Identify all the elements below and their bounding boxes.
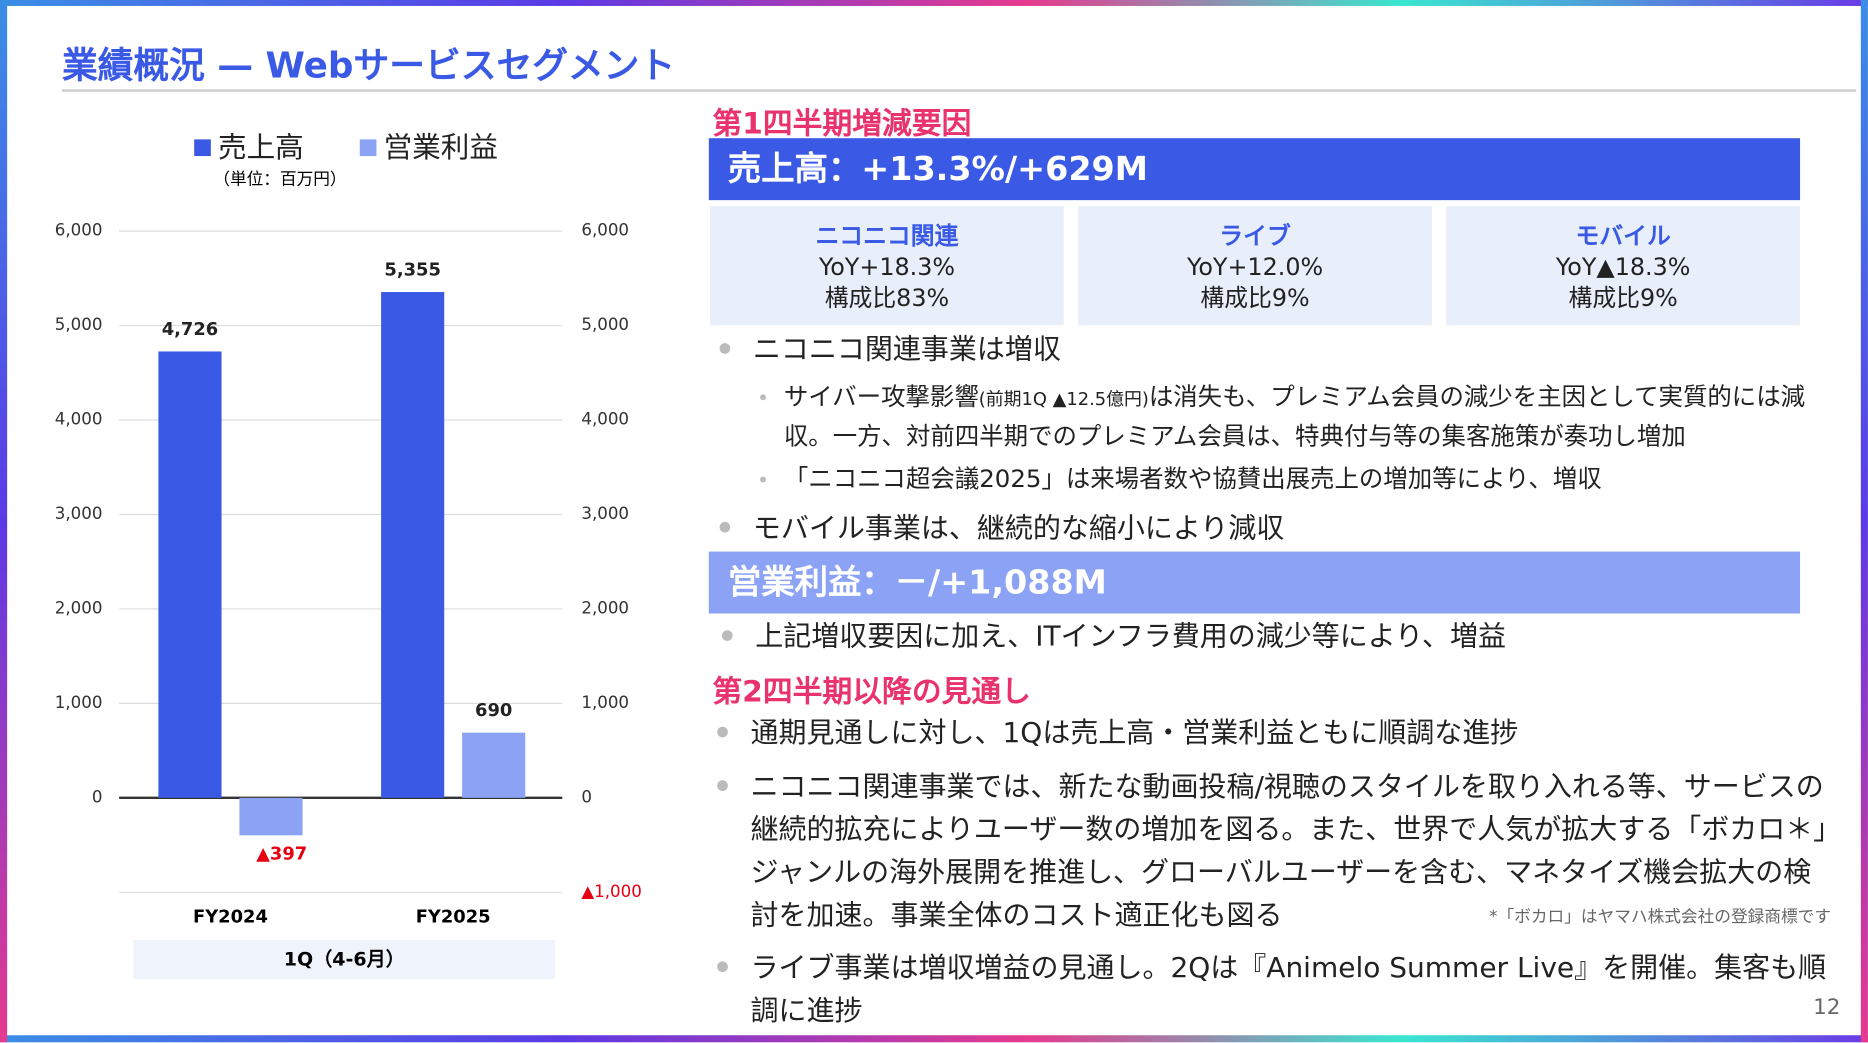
- value-label: 690: [475, 700, 512, 721]
- y2-tick-label: 2,000: [581, 598, 629, 617]
- group-label-box: [133, 939, 556, 980]
- segment-box: ニコニコ関連 YoY+18.3% 構成比83%: [710, 206, 1064, 326]
- bar: [381, 292, 445, 798]
- bullet: ニコニコ関連事業では、新たな動画投稿/視聴のスタイルを取り入れる等、サービスの継…: [717, 765, 1835, 937]
- x-tick-label: FY2025: [416, 906, 491, 927]
- text: (前期1Q ▲12.5億円): [978, 388, 1149, 410]
- segment-name: ニコニコ関連: [815, 221, 959, 251]
- bar: [239, 797, 303, 836]
- sub-bullet: サイバー攻撃影響(前期1Q ▲12.5億円)は消失も、プレミアム会員の減少を主因…: [760, 379, 1820, 455]
- frame-bottom: [0, 1035, 1868, 1043]
- frame-left: [0, 0, 8, 1043]
- section-heading: 第2四半期以降の見通し: [712, 674, 1031, 709]
- segment-yoy: YoY+18.3%: [818, 252, 956, 282]
- segment-box: モバイル YoY▲18.3% 構成比9%: [1446, 206, 1801, 326]
- slide-title: 業績概況 — Webサービスセグメント: [61, 45, 676, 87]
- segment-yoy: YoY+12.0%: [1186, 252, 1324, 282]
- sub-bullet: 「ニコニコ超会議2025」は来場者数や協賛出展売上の増加等により、増収: [760, 461, 1602, 498]
- y-tick-label: 3,000: [55, 504, 103, 523]
- text: サイバー攻撃影響: [783, 382, 979, 411]
- value-label: ▲397: [256, 843, 307, 864]
- section-heading: 第1四半期増減要因: [712, 106, 972, 141]
- bullet: モバイル事業は、継続的な縮小により減収: [719, 506, 1284, 549]
- segment-name: ライブ: [1219, 221, 1291, 251]
- y2-tick-label: 3,000: [581, 504, 629, 523]
- y-tick-label: 5,000: [55, 315, 103, 334]
- y2-tick-label: 5,000: [581, 315, 629, 334]
- y2-tick-label: 0: [581, 787, 592, 806]
- legend-label: 売上高: [218, 130, 304, 164]
- x-tick-label: FY2024: [193, 906, 268, 927]
- bullet: ニコニコ関連事業は増収: [719, 328, 1061, 371]
- segment-box: ライブ YoY+12.0% 構成比9%: [1078, 206, 1432, 326]
- sales-banner: 売上高：+13.3%/+629M: [708, 138, 1801, 201]
- y-tick-label: 2,000: [55, 598, 103, 617]
- legend-swatch: [359, 139, 377, 157]
- segment-share: 構成比83%: [824, 283, 950, 313]
- page-number: 12: [1813, 994, 1841, 1020]
- bullet: 通期見通しに対し、1Qは売上高・営業利益ともに順調な進捗: [717, 711, 1518, 754]
- y-tick-label: 1,000: [55, 693, 103, 712]
- segment-yoy: YoY▲18.3%: [1555, 252, 1691, 282]
- profit-banner: 営業利益：－/+1,088M: [708, 551, 1801, 614]
- y-tick-label: 6,000: [55, 221, 103, 240]
- value-label: 4,726: [162, 319, 219, 340]
- bullet: ライブ事業は増収増益の見通し。2Qは『Animelo Summer Live』を…: [717, 946, 1835, 1032]
- text: は消失も、プレミアム会員の減少を主因として実質的には減収。一方、対前四半期でのプ…: [783, 382, 1806, 451]
- y-tick-label: 4,000: [55, 410, 103, 429]
- frame-right: [1860, 0, 1868, 1043]
- x-group-label: 1Q（4-6月）: [284, 948, 405, 971]
- bullet: 上記増収要因に加え、ITインフラ費用の減少等により、増益: [721, 615, 1506, 658]
- footnote: *「ボカロ」はヤマハ株式会社の登録商標です: [1489, 907, 1832, 927]
- y2-tick-label: 1,000: [581, 693, 629, 712]
- segment-share: 構成比9%: [1568, 283, 1678, 313]
- segment-share: 構成比9%: [1200, 283, 1310, 313]
- chart-subtitle: （単位：百万円）: [213, 169, 346, 188]
- y2-tick-label: 4,000: [581, 410, 629, 429]
- legend-swatch: [194, 139, 211, 157]
- y2-tick-label: ▲1,000: [581, 882, 642, 901]
- legend-label: 営業利益: [384, 130, 498, 164]
- bar: [462, 732, 526, 798]
- y-tick-label: 0: [92, 787, 103, 806]
- frame-top: [0, 0, 1868, 6]
- bar: [158, 351, 222, 798]
- y2-tick-label: 6,000: [581, 221, 629, 240]
- value-label: 5,355: [384, 260, 441, 281]
- segment-name: モバイル: [1575, 221, 1671, 251]
